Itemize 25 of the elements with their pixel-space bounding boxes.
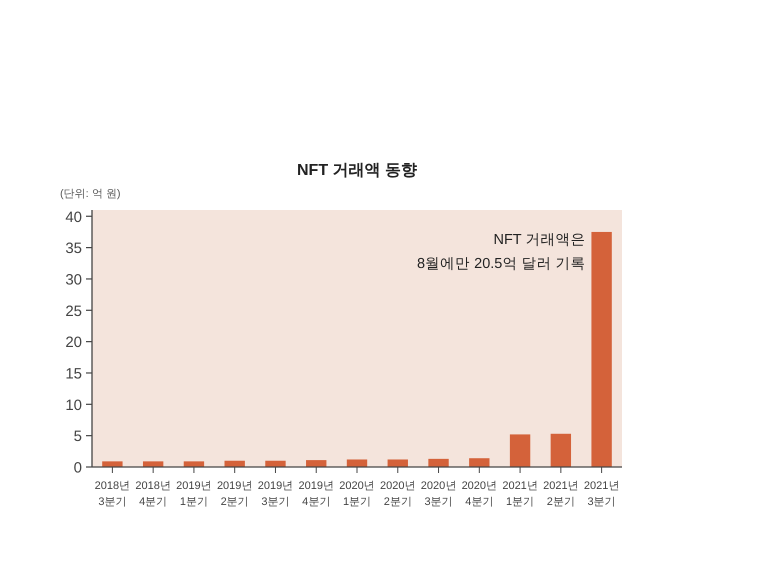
y-tick-label: 5	[74, 428, 82, 446]
x-tick-label: 2019년 2분기	[216, 480, 252, 508]
x-tick-label: 2021년 3분기	[584, 480, 620, 508]
y-tick-label: 0	[74, 460, 82, 476]
x-tick-label: 2021년 1분기	[502, 480, 538, 508]
x-tick-label: 2018년 4분기	[135, 480, 171, 508]
x-tick-label: 2020년 4분기	[462, 480, 498, 508]
x-tick-label: 2019년 4분기	[298, 480, 334, 508]
x-tick-label: 2018년 3분기	[94, 480, 130, 508]
y-tick-label: 10	[65, 396, 82, 414]
y-tick-label: 30	[65, 271, 82, 288]
y-axis-title: (단위: 억 원)	[60, 188, 120, 200]
y-tick-label: 25	[65, 302, 82, 320]
x-tick-label: 2019년 3분기	[258, 480, 294, 508]
annotation: NFT 거래액은 8월에만 20.5억 달러 기록	[417, 232, 586, 272]
x-tick-label: 2019년 1분기	[176, 480, 212, 508]
y-tick-label: 35	[65, 240, 82, 258]
x-tick-label: 2020년 2분기	[380, 480, 416, 508]
chart-title: NFT 거래액 동향	[297, 162, 417, 179]
y-tick-label: 15	[65, 365, 82, 382]
y-tick-label: 20	[65, 334, 82, 352]
x-tick-label: 2020년 1분기	[339, 480, 375, 508]
x-tick-label: 2020년 3분기	[420, 480, 456, 508]
y-tick-label: 40	[65, 208, 82, 226]
x-tick-label: 2021년 2분기	[543, 480, 579, 508]
